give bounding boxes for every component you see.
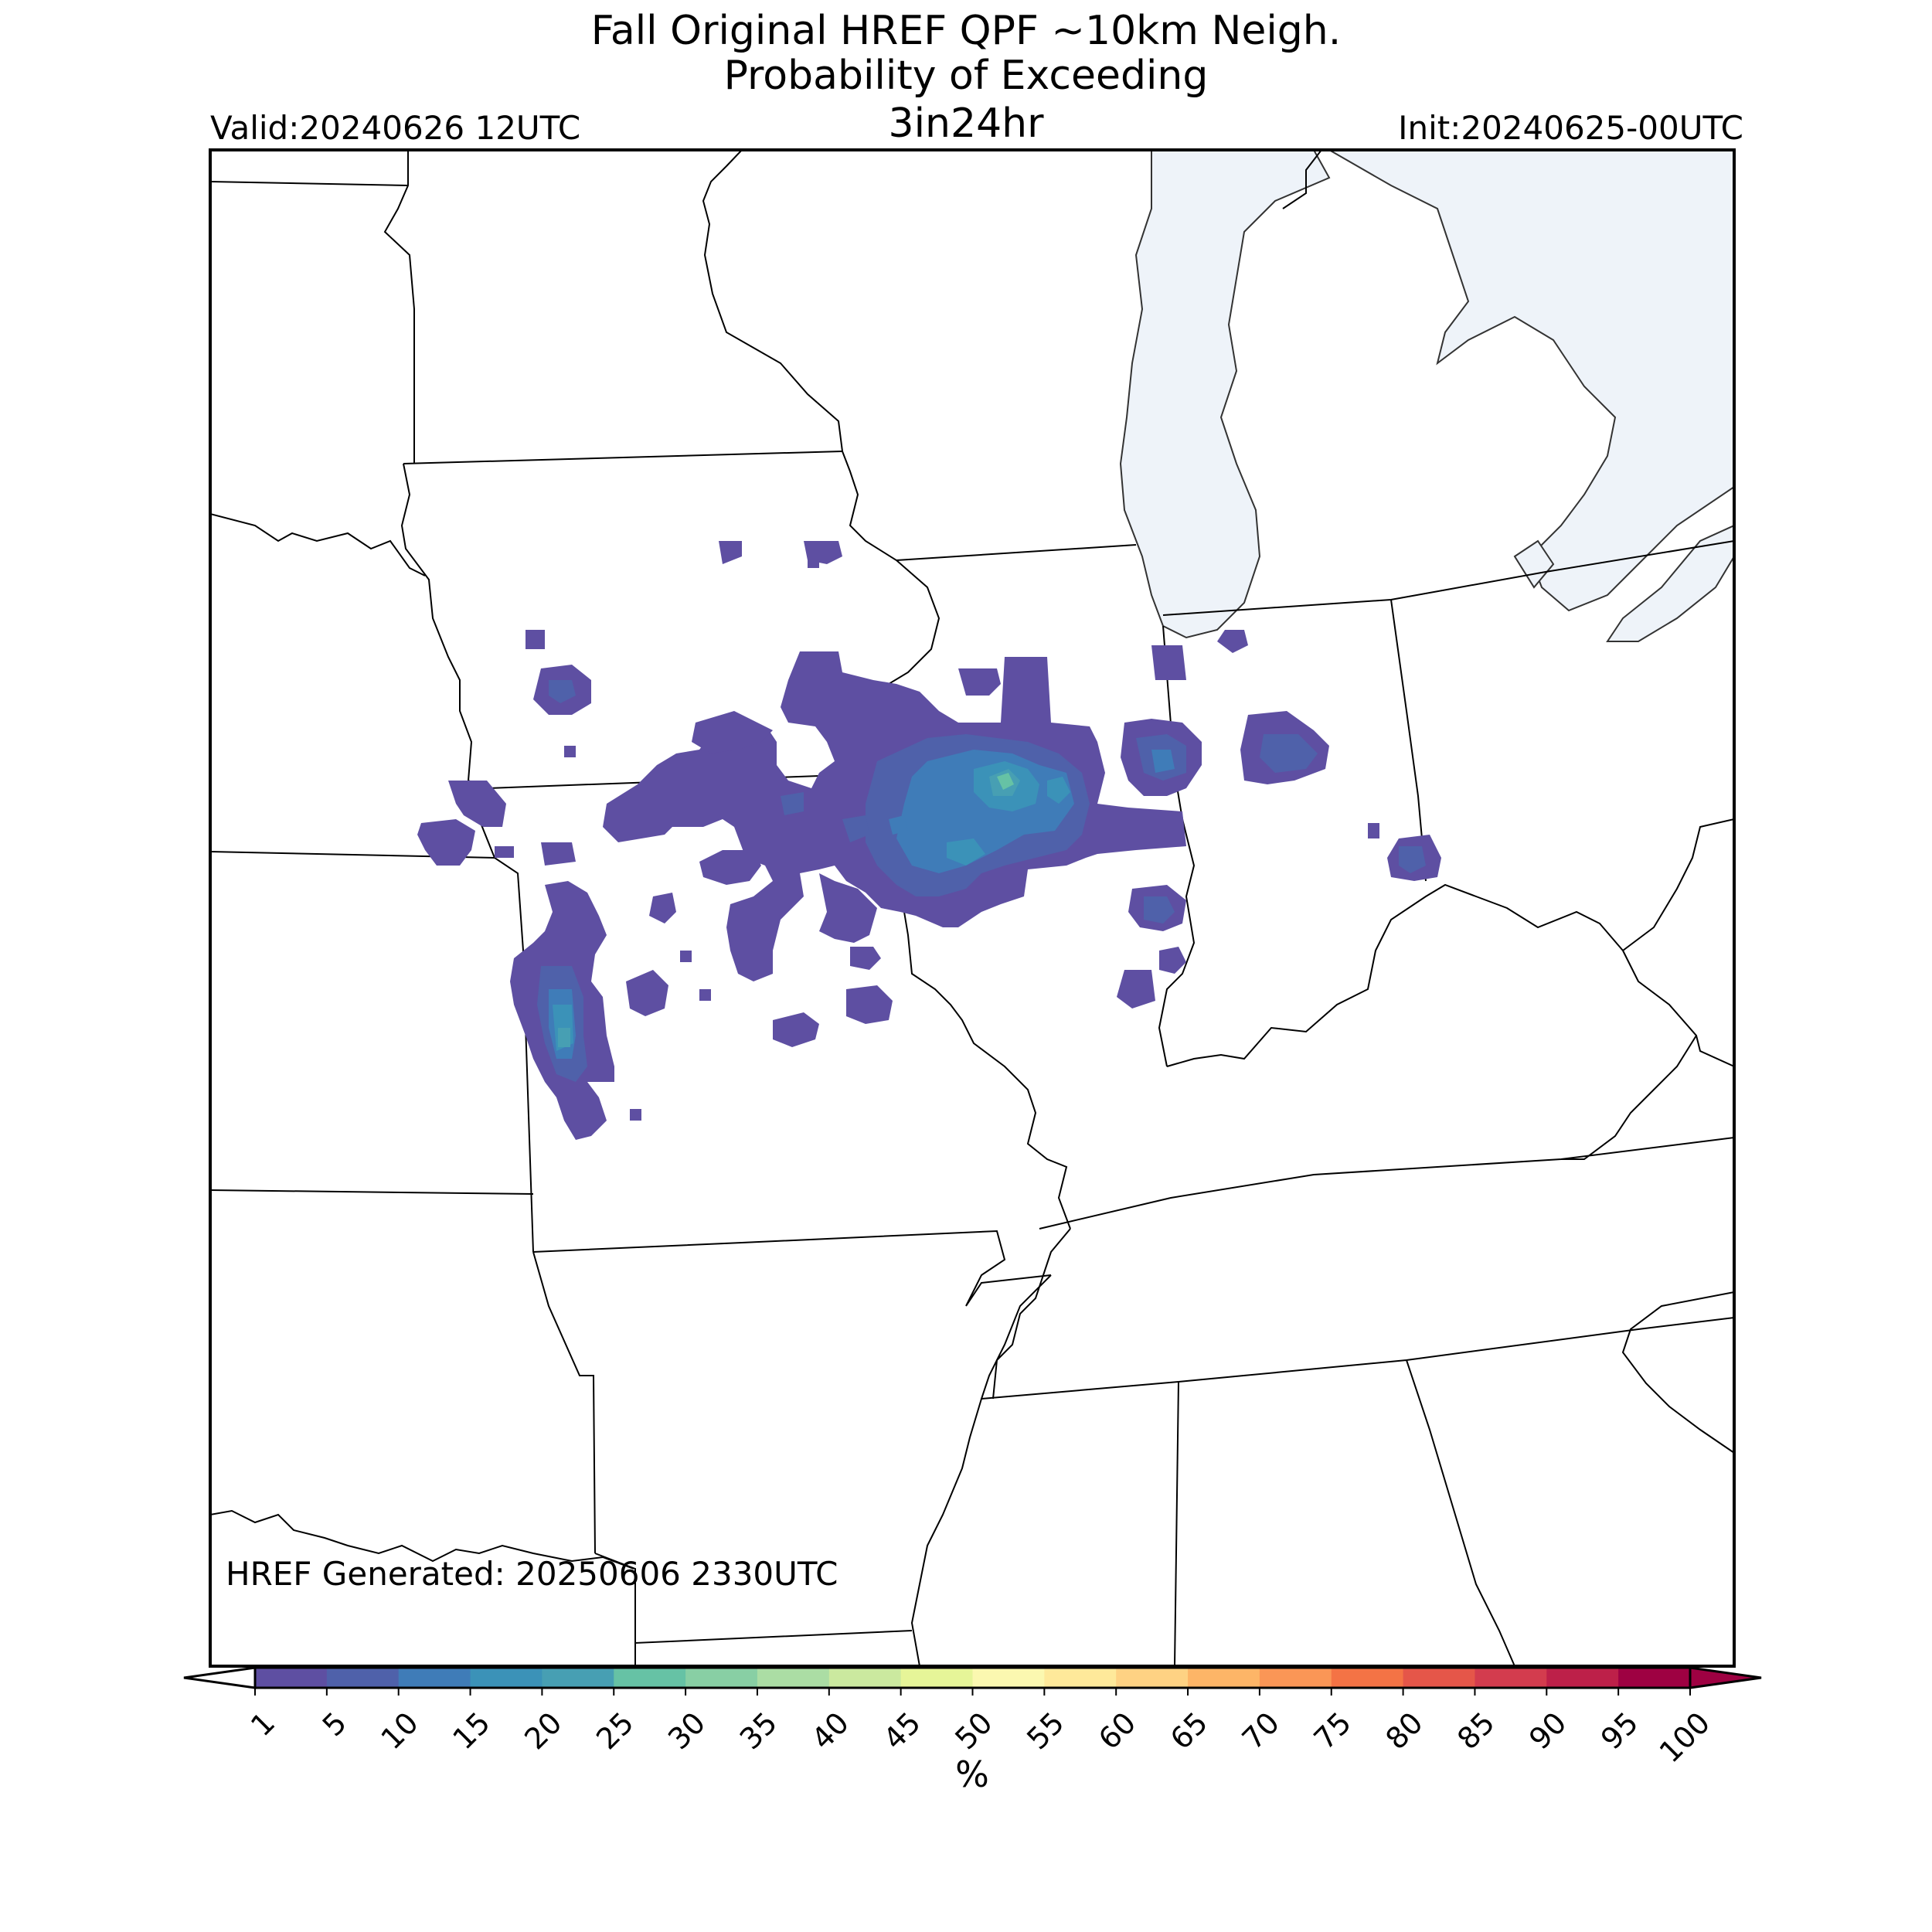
colorbar-segment [542, 1668, 614, 1688]
lake-huron [1327, 150, 1734, 612]
colorbar-segment [1116, 1668, 1189, 1688]
colorbar-segment [470, 1668, 543, 1688]
border-ar-tn-ms [910, 1274, 1052, 1666]
colorbar-tick-label: 5 [316, 1706, 353, 1743]
border-mn-wi [702, 150, 843, 452]
border-ks-ok [210, 1189, 534, 1195]
title-line-1: Fall Original HREF QPF ~10km Neigh. [590, 8, 1342, 54]
colorbar-segment [614, 1668, 686, 1688]
colorbar-tick-label: 90 [1522, 1706, 1573, 1756]
colorbar-tick-label: 25 [590, 1706, 640, 1756]
colorbar-segment [1044, 1668, 1117, 1688]
colorbar-segment [685, 1668, 758, 1688]
border-mi-in-oh [1162, 540, 1734, 616]
prob-level-25 [997, 773, 1014, 790]
lake-erie [1606, 524, 1734, 642]
colorbar-tick-label: 35 [733, 1706, 784, 1756]
border-ky-va [1622, 950, 1734, 1067]
border-ar-tx [594, 1553, 636, 1666]
colorbar-segment [1403, 1668, 1475, 1688]
border-ms-al [1174, 1381, 1179, 1666]
border-nd-sd [210, 181, 409, 186]
colorbar-tick-label: 70 [1236, 1706, 1286, 1756]
valid-time: Valid:20240626 12UTC [210, 109, 581, 147]
border-tn-nc [1621, 1291, 1734, 1454]
border-ky-wv-va-south [1561, 1035, 1697, 1160]
colorbar-tick-label: 85 [1451, 1706, 1501, 1756]
title-line-2: Probability of Exceeding [723, 53, 1209, 99]
colorbar-segment [1259, 1668, 1332, 1688]
border-ia-west [400, 463, 473, 781]
colorbar-segment [1188, 1668, 1260, 1688]
colorbar-segment [1331, 1668, 1404, 1688]
colorbar-tick-label: 45 [877, 1706, 927, 1756]
colorbar-tick-label: 100 [1653, 1706, 1716, 1769]
colorbar-tick-label: 40 [805, 1706, 855, 1756]
border-sd-mn [383, 150, 415, 464]
colorbar-segment [1475, 1668, 1547, 1688]
border-mo-tn-river [992, 1228, 1071, 1400]
colorbar-tick-label: 20 [518, 1706, 568, 1756]
colorbar-segment [326, 1668, 400, 1688]
colorbar-label: % [955, 1753, 989, 1795]
great-lakes [1119, 150, 1734, 642]
border-mn-ia [403, 451, 843, 464]
colorbar-tick-label: 50 [948, 1706, 998, 1756]
colorbar-segment [757, 1668, 830, 1688]
border-in-ky [1166, 883, 1624, 1067]
colorbar-segment [900, 1668, 973, 1688]
colorbar-segment [398, 1668, 471, 1688]
colorbar-tick-label: 30 [662, 1706, 712, 1756]
lake-michigan [1119, 150, 1331, 639]
colorbar-over-extension [1689, 1666, 1762, 1689]
colorbar-tick-label: 1 [244, 1706, 281, 1743]
colorbar-under-extension [183, 1666, 257, 1689]
lake-st-clair [1513, 539, 1555, 589]
border-mi-wi [1282, 150, 1322, 209]
border-il-in [1158, 625, 1196, 1067]
map-frame-border [209, 148, 1736, 1668]
border-wi-il [896, 544, 1137, 561]
border-oh-wv [1622, 818, 1734, 951]
colorbar-segment [1618, 1668, 1691, 1688]
border-sd-ne [210, 513, 426, 577]
colorbar-tick-label: 95 [1594, 1706, 1645, 1756]
border-ar-ok [532, 1251, 596, 1554]
border-al-ga [1406, 1359, 1515, 1666]
border-ky-tn [1039, 1137, 1734, 1230]
colorbar-segment [255, 1668, 328, 1688]
probability-shading [417, 541, 1441, 1140]
title-line-3: 3in24hr [888, 100, 1044, 147]
colorbar-tick-label: 65 [1164, 1706, 1214, 1756]
colorbar [183, 1666, 1762, 1689]
colorbar-segment [828, 1668, 902, 1688]
border-mo-ar [532, 1230, 1052, 1307]
colorbar-segment [972, 1668, 1045, 1688]
colorbar-tick-label: 10 [375, 1706, 425, 1756]
border-ok-tx-red-river [210, 1509, 634, 1570]
colorbar-segment [1546, 1668, 1619, 1688]
map-panel [210, 150, 1734, 1666]
colorbar-tick-label: 75 [1308, 1706, 1358, 1756]
generated-time: HREF Generated: 20250606 2330UTC [226, 1555, 838, 1593]
colorbar-tick-label: 60 [1092, 1706, 1142, 1756]
colorbar-tick-label: 15 [446, 1706, 496, 1756]
colorbar-tick-label: 80 [1379, 1706, 1429, 1756]
init-time: Init:20240625-00UTC [1398, 109, 1743, 147]
colorbar-tick-label: 55 [1020, 1706, 1070, 1756]
